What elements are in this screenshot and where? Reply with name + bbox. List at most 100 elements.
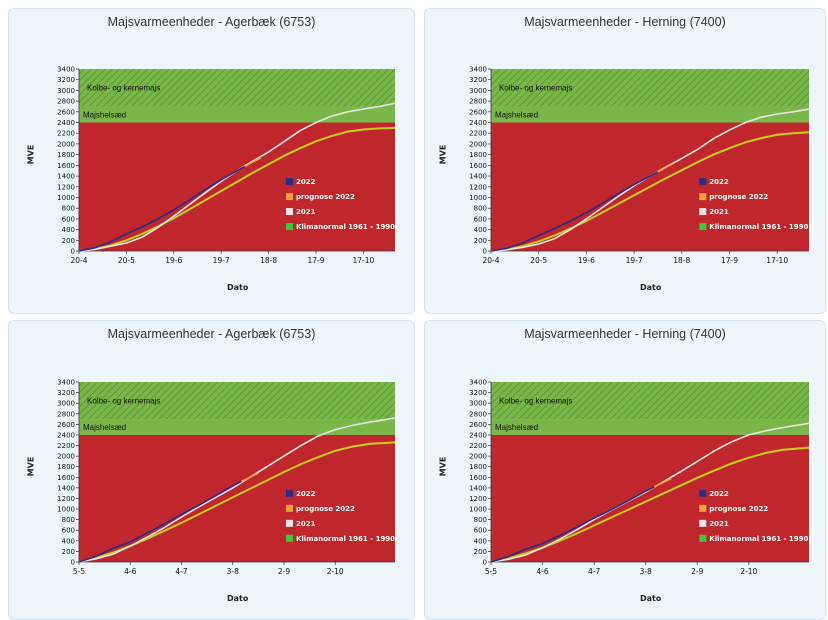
y-tick-label: 200 [62,237,75,245]
y-tick-label: 1400 [469,173,487,181]
x-tick-label: 17-9 [307,256,324,265]
y-tick-label: 1800 [57,463,75,471]
zone-label-upper: Kolbe- og kernemajs [499,397,572,406]
y-tick-label: 3200 [57,76,75,84]
legend-swatch [699,534,707,542]
y-tick-label: 1600 [469,162,487,170]
y-tick-label: 200 [474,548,487,556]
legend-label: 2022 [296,178,316,186]
chart-title: Majsvarmeenheder - Agerbæk (6753) [107,15,316,29]
legend-swatch [699,504,707,512]
y-tick-label: 2600 [57,421,75,429]
zone-label-lower: Majshelsæd [495,111,538,120]
x-tick-label: 4-6 [536,567,548,576]
y-tick-label: 3400 [469,379,487,387]
y-tick-label: 3000 [57,87,75,95]
series-line-klimanormal [78,126,396,252]
chart-svg: Kolbe- og kernemajs Majshelsæd 0 200 400 600 8… [469,66,810,265]
x-axis-label: Dato [640,283,662,292]
x-tick-label: 19-7 [213,256,230,265]
y-tick-label: 1400 [57,173,75,181]
zone-label-lower: Majshelsæd [83,423,126,432]
x-tick-label: 4-7 [588,567,600,576]
legend-label: Klimanormal 1961 - 1990 [296,535,395,543]
y-tick-label: 1200 [469,183,487,191]
y-tick-label: 1600 [469,474,487,482]
y-tick-label: 1800 [469,151,487,159]
x-tick-label: 19-7 [626,256,643,265]
zone-kernemajs [79,382,395,420]
series-line-2021 [490,422,810,563]
y-axis-label: MVE [26,144,36,165]
y-tick-label: 3000 [469,400,487,408]
legend-swatch [699,178,707,186]
x-axis-label: Dato [227,283,249,292]
y-tick-label: 1000 [469,194,487,202]
y-tick-label: 3400 [469,66,487,74]
legend-label: prognose 2022 [709,505,768,513]
x-tick-label: 20-5 [530,256,547,265]
legend-label: Klimanormal 1961 - 1990 [709,535,808,543]
x-tick-label: 20-5 [118,256,135,265]
zone-kernemajs [491,69,809,107]
y-tick-label: 3400 [57,379,75,387]
y-axis-label: MVE [438,144,448,165]
y-tick-label: 2200 [57,130,75,138]
y-tick-label: 200 [474,237,487,245]
x-tick-label: 17-10 [353,256,375,265]
x-axis-label: Dato [227,594,249,603]
y-tick-label: 2800 [469,410,487,418]
y-tick-label: 2800 [57,410,75,418]
y-tick-label: 2400 [469,431,487,439]
chart-panel-3: Majsvarmeenheder - Agerbæk (6753) Kolbe-… [8,320,415,620]
y-tick-label: 1200 [469,495,487,503]
x-tick-label: 5-5 [73,567,85,576]
x-tick-label: 5-5 [485,567,497,576]
y-tick-label: 0 [71,248,75,256]
y-tick-label: 800 [474,205,487,213]
legend-label: Klimanormal 1961 - 1990 [709,223,808,231]
y-tick-label: 2000 [57,453,75,461]
legend-label: 2021 [296,520,316,528]
legend-swatch [285,534,293,542]
zone-label-upper: Kolbe- og kernemajs [499,84,572,93]
y-tick-label: 2000 [469,140,487,148]
legend-swatch [285,519,293,527]
legend-swatch [285,489,293,497]
x-tick-label: 4-6 [124,567,136,576]
y-tick-label: 2600 [469,108,487,116]
legend-swatch [699,193,707,201]
chart-title: Majsvarmeenheder - Herning (7400) [524,15,726,29]
y-tick-label: 1000 [57,506,75,514]
x-tick-label: 2-10 [740,567,757,576]
y-tick-label: 3000 [469,87,487,95]
chart-svg: Kolbe- og kernemajs Majshelsæd 0 200 400 600 8… [57,379,396,577]
legend-swatch [699,519,707,527]
y-tick-label: 2800 [57,98,75,106]
legend-label: Klimanormal 1961 - 1990 [296,223,395,231]
chart-panel-1: Majsvarmeenheder - Agerbæk (6753) Kolbe-… [8,8,415,314]
chart-panel-4: Majsvarmeenheder - Herning (7400) Kolbe-… [424,320,826,620]
y-tick-label: 0 [483,248,487,256]
zone-majshelsaed [79,419,395,435]
series-line-prognose-2022 [240,472,259,483]
legend-label: 2022 [709,178,729,186]
series-line-2021 [78,417,396,563]
y-tick-label: 2800 [469,98,487,106]
y-tick-label: 2600 [469,421,487,429]
zone-label-lower: Majshelsæd [83,111,126,120]
legend-label: prognose 2022 [296,505,355,513]
y-tick-label: 3200 [469,76,487,84]
zone-majshelsaed [79,106,395,123]
zone-red [79,122,395,251]
x-tick-label: 2-9 [691,567,703,576]
zone-kernemajs [491,382,809,420]
y-tick-label: 2400 [57,119,75,127]
y-tick-label: 800 [62,516,75,524]
legend-label: prognose 2022 [296,193,355,201]
y-tick-label: 2200 [469,442,487,450]
y-tick-label: 3400 [57,66,75,74]
x-tick-label: 19-6 [578,256,595,265]
legend-swatch [285,504,293,512]
legend-label: 2021 [709,520,729,528]
